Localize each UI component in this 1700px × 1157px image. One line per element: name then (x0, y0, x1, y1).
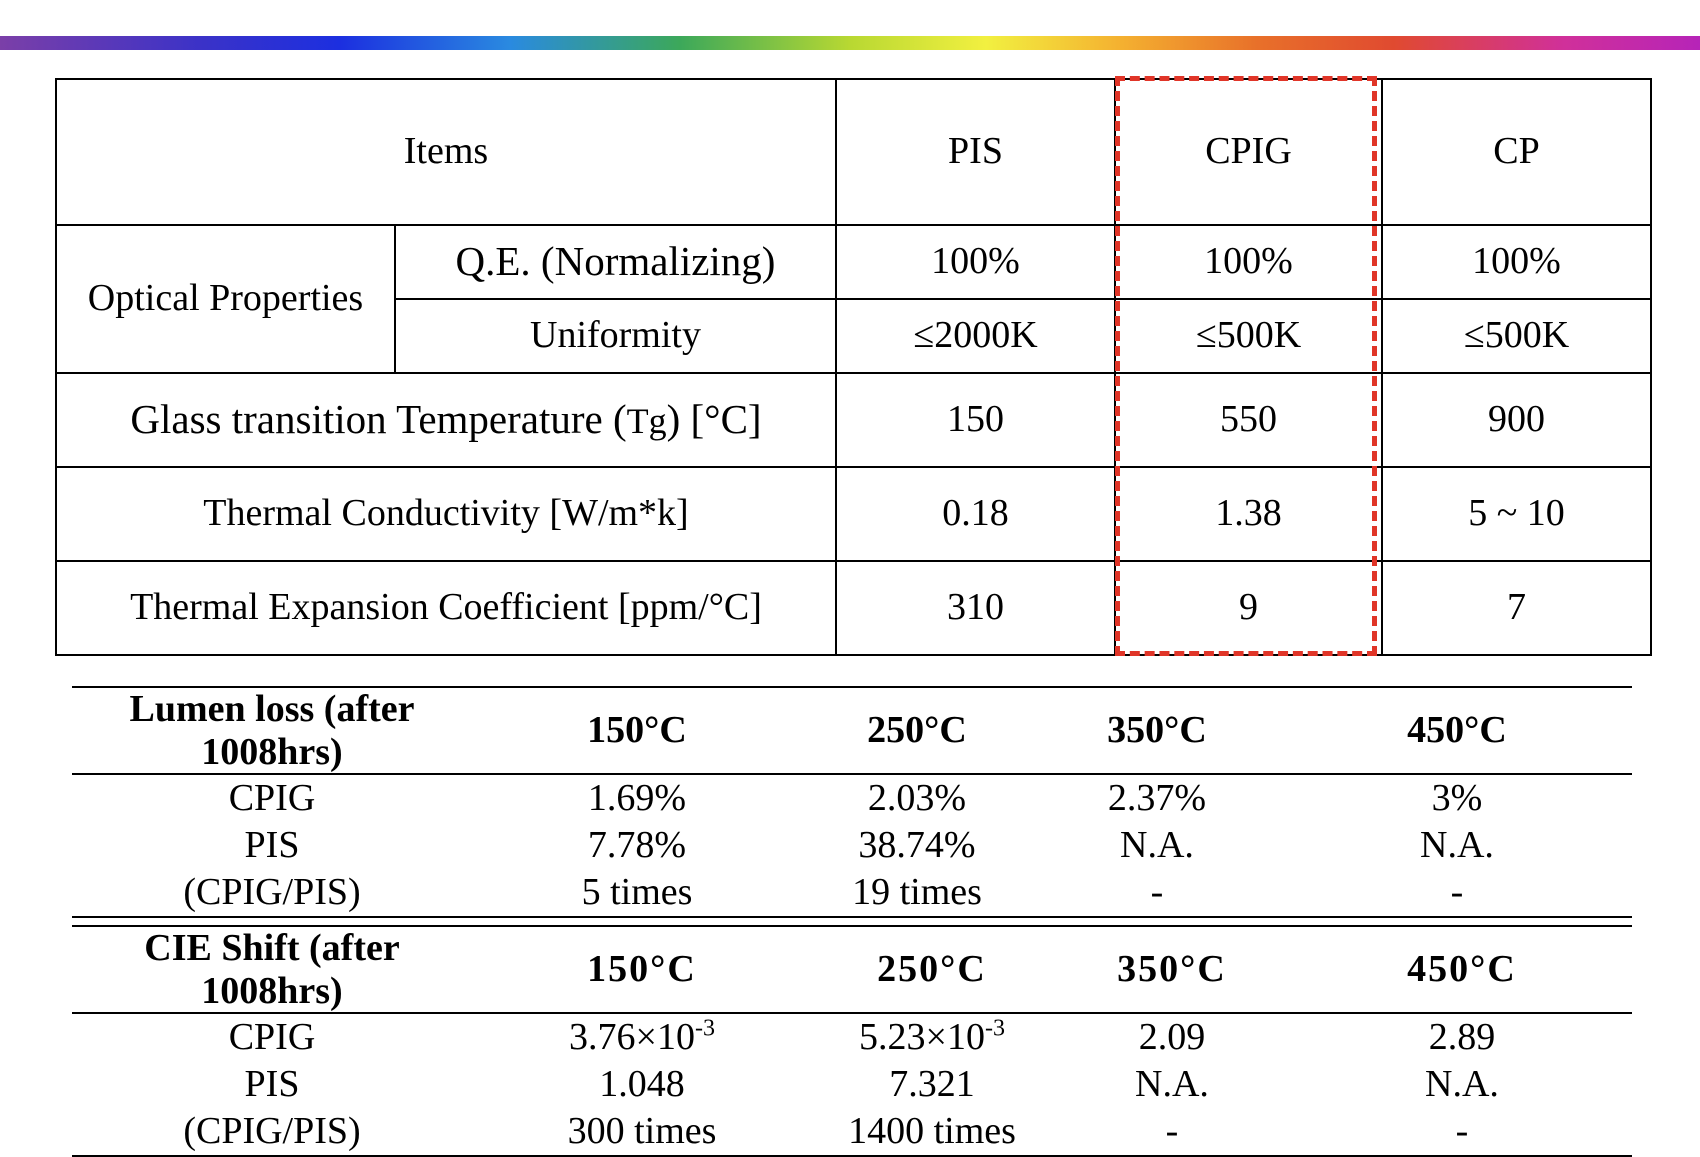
tg-cpig: 550 (1114, 372, 1383, 468)
thermal-conductivity-label: Thermal Conductivity [W/m*k] (55, 466, 837, 562)
tec-cp: 7 (1381, 560, 1652, 656)
cie-value-exponent: -3 (984, 1015, 1005, 1042)
table-cell: 7.321 (889, 1063, 975, 1106)
table-cell: (CPIG/PIS) (72, 869, 472, 919)
tg-label: Glass transition Temperature (Tg) [°C] (55, 372, 837, 468)
cie-header-450: 450°C (1292, 924, 1632, 1015)
table-row: Glass transition Temperature (Tg) [°C] 1… (55, 372, 1652, 468)
table-header-row: CIE Shift (after 1008hrs) 150°C 250°C 35… (72, 924, 1632, 1015)
table-cell: N.A. (1420, 824, 1494, 867)
tc-cp: 5 ~ 10 (1381, 466, 1652, 562)
table-cell: - (1282, 869, 1632, 919)
lumen-header-title: Lumen loss (after 1008hrs) (72, 685, 472, 776)
table-row: CPIG 1.69% 2.03% 2.37% 3% (72, 774, 1632, 822)
tg-cp: 900 (1381, 372, 1652, 468)
cie-shift-table: CIE Shift (after 1008hrs) 150°C 250°C 35… (72, 924, 1632, 1157)
table-cell: 1400 times (812, 1108, 1052, 1157)
table-cell: 3% (1431, 777, 1483, 820)
table-cell: 2.09 (1138, 1016, 1206, 1059)
table-row: CPIG 3.76×10-3 5.23×10-3 2.09 2.89 (72, 1013, 1632, 1061)
table-row: Optical Properties Q.E. (Normalizing) 10… (55, 224, 1652, 374)
header-items: Items (55, 78, 837, 226)
cie-header-title: CIE Shift (after 1008hrs) (72, 924, 472, 1015)
qe-cp: 100% (1381, 224, 1652, 300)
table-header-row: Items PIS CPIG CP (55, 78, 1652, 226)
table-cell: (CPIG/PIS) (72, 1108, 472, 1157)
table-cell: 1.048 (599, 1063, 685, 1106)
tg-label-main: Glass transition Temperature ( (130, 396, 627, 443)
table-cell: 38.74% (858, 824, 976, 867)
table-cell: N.A. (1135, 1063, 1209, 1106)
qe-cpig: 100% (1114, 224, 1383, 300)
table-cell: PIS (244, 824, 300, 867)
table-cell: 5 times (472, 869, 802, 919)
table-cell: 1.69% (587, 777, 687, 820)
table-cell: - (1052, 1108, 1292, 1157)
table-cell: N.A. (1120, 824, 1194, 867)
uniformity-cpig: ≤500K (1114, 298, 1383, 374)
header-cp: CP (1381, 78, 1652, 226)
tc-cpig: 1.38 (1114, 466, 1383, 562)
table-cell: 3.76×10-3 (472, 1013, 812, 1061)
table-header-row: Lumen loss (after 1008hrs) 150°C 250°C 3… (72, 685, 1632, 776)
thermal-expansion-label: Thermal Expansion Coefficient [ppm/°C] (55, 560, 837, 656)
table-row: Thermal Expansion Coefficient [ppm/°C] 3… (55, 560, 1652, 656)
cie-header-150: 150°C (472, 924, 812, 1015)
table-cell: 5.23×10-3 (812, 1013, 1052, 1061)
lumen-header-250: 250°C (802, 685, 1032, 776)
table-row: PIS 1.048 7.321 N.A. N.A. (72, 1061, 1632, 1108)
uniformity-pis: ≤2000K (835, 298, 1116, 374)
tg-pis: 150 (835, 372, 1116, 468)
tc-pis: 0.18 (835, 466, 1116, 562)
table-cell: 300 times (472, 1108, 812, 1157)
cie-header-250: 250°C (812, 924, 1052, 1015)
properties-table: Items PIS CPIG CP Optical Properties Q.E… (55, 78, 1652, 656)
table-row: Thermal Conductivity [W/m*k] 0.18 1.38 5… (55, 466, 1652, 562)
header-pis: PIS (835, 78, 1116, 226)
optical-properties-label: Optical Properties (55, 224, 396, 374)
tg-label-abbrev: Tg (626, 401, 667, 442)
qe-label: Q.E. (Normalizing) (394, 224, 837, 300)
table-cell: 2.03% (867, 777, 967, 820)
table-cell: PIS (244, 1063, 300, 1106)
table-row: Uniformity ≤2000K ≤500K ≤500K (56, 298, 1652, 374)
lumen-header-150: 150°C (472, 685, 802, 776)
table-cell: 7.78% (587, 824, 687, 867)
cie-value-base: 5.23×10 (859, 1016, 985, 1059)
table-cell: - (1292, 1108, 1632, 1157)
table-cell: CPIG (228, 777, 316, 820)
table-row: (CPIG/PIS) 5 times 19 times - - (72, 869, 1632, 919)
rainbow-header-bar (0, 36, 1700, 50)
table-cell: N.A. (1425, 1063, 1499, 1106)
table-row: (CPIG/PIS) 300 times 1400 times - - (72, 1108, 1632, 1157)
tec-pis: 310 (835, 560, 1116, 656)
tec-cpig: 9 (1114, 560, 1383, 656)
lumen-header-450: 450°C (1282, 685, 1632, 776)
cie-value-exponent: -3 (694, 1015, 715, 1042)
table-cell: - (1032, 869, 1282, 919)
cie-value-base: 3.76×10 (569, 1016, 695, 1059)
table-cell: 2.37% (1107, 777, 1207, 820)
tg-label-tail: ) [°C] (666, 396, 762, 443)
table-cell: 19 times (802, 869, 1032, 919)
lumen-loss-table: Lumen loss (after 1008hrs) 150°C 250°C 3… (72, 685, 1632, 919)
table-row: PIS 7.78% 38.74% N.A. N.A. (72, 822, 1632, 869)
cie-header-350: 350°C (1052, 924, 1292, 1015)
uniformity-cp: ≤500K (1381, 298, 1652, 374)
table-cell: 2.89 (1428, 1016, 1496, 1059)
lumen-header-350: 350°C (1032, 685, 1282, 776)
qe-pis: 100% (835, 224, 1116, 300)
header-cpig: CPIG (1114, 78, 1383, 226)
table-cell: CPIG (228, 1016, 316, 1059)
uniformity-label: Uniformity (394, 298, 837, 374)
